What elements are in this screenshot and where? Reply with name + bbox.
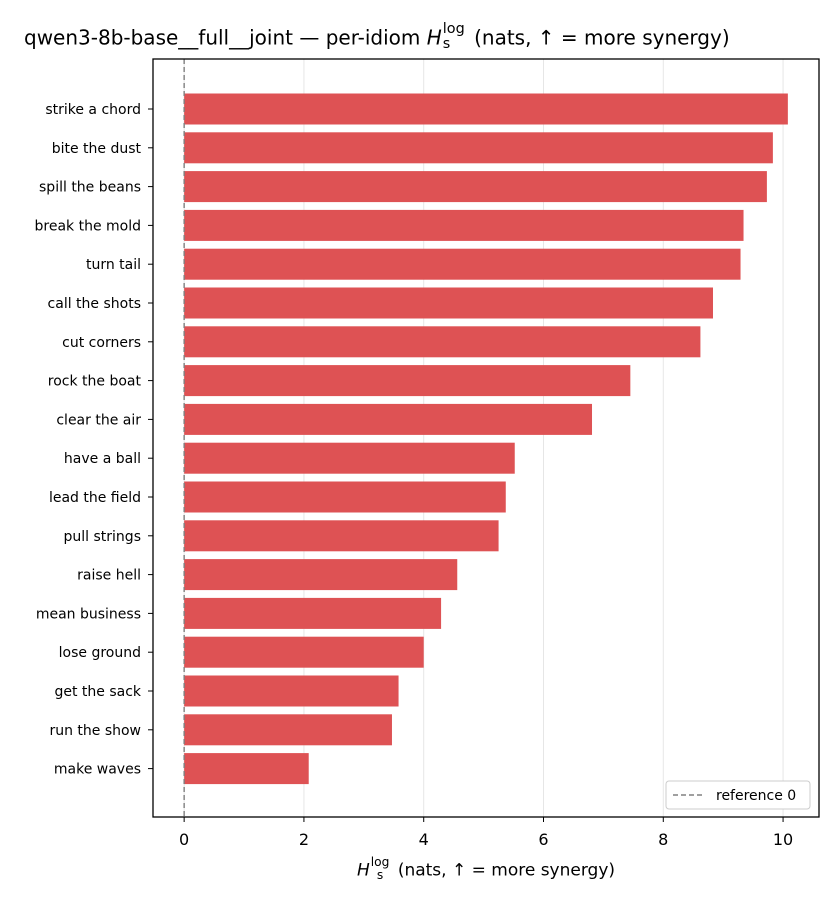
x-tick-label-1: 2 — [299, 830, 309, 849]
legend-label: reference 0 — [716, 788, 796, 804]
x-tick-label-2: 4 — [419, 830, 429, 849]
title-symbol: H — [426, 25, 442, 50]
bar-15 — [184, 675, 399, 707]
x-tick-label-4: 8 — [658, 830, 668, 849]
bar-6 — [184, 326, 701, 358]
legend-box — [665, 780, 811, 810]
xlabel-suffix: (nats, ↑ = more synergy) — [397, 860, 616, 881]
title-subscript: s — [442, 36, 451, 53]
bar-11 — [184, 520, 499, 552]
bar-7 — [184, 365, 631, 397]
title-sup-sub: log s — [443, 22, 465, 52]
y-tick-label-15: get the sack — [54, 684, 141, 700]
title-superscript: log — [442, 21, 465, 37]
y-tick-label-13: mean business — [36, 606, 141, 622]
y-tick-label-17: make waves — [54, 762, 141, 778]
title-prefix: qwen3-8b-base__full__joint — per-idiom — [24, 25, 421, 50]
bar-8 — [184, 403, 593, 435]
y-tick-label-16: run the show — [49, 723, 141, 739]
y-tick-label-9: have a ball — [64, 451, 141, 467]
bar-3 — [184, 209, 744, 241]
bar-12 — [184, 559, 458, 591]
x-tick-label-3: 6 — [538, 830, 548, 849]
bar-5 — [184, 287, 713, 319]
bar-10 — [184, 481, 506, 513]
y-tick-label-3: break the mold — [35, 218, 142, 234]
y-tick-label-7: rock the boat — [48, 374, 142, 390]
bar-4 — [184, 248, 741, 280]
xlabel-symbol: H — [356, 860, 370, 881]
bar-17 — [184, 753, 309, 785]
y-tick-label-12: raise hell — [77, 568, 141, 584]
xlabel-sup-sub: log s — [370, 855, 390, 883]
y-tick-label-14: lose ground — [59, 645, 141, 661]
bar-13 — [184, 597, 442, 629]
y-tick-label-6: cut corners — [62, 335, 141, 351]
bar-0 — [184, 93, 788, 125]
y-tick-label-5: call the shots — [48, 296, 141, 312]
bar-1 — [184, 132, 773, 164]
bar-16 — [184, 714, 392, 746]
x-tick-label-5: 10 — [773, 830, 793, 849]
xlabel-subscript: s — [376, 868, 384, 883]
plot-frame — [152, 58, 820, 818]
bar-14 — [184, 636, 424, 668]
title-suffix: (nats, ↑ = more synergy) — [474, 25, 730, 50]
bar-9 — [184, 442, 515, 474]
xlabel-superscript: log — [370, 855, 390, 869]
y-tick-label-0: strike a chord — [45, 102, 141, 118]
y-tick-label-2: spill the beans — [39, 180, 141, 196]
bar-2 — [184, 171, 767, 203]
chart-title: qwen3-8b-base__full__joint — per-idiom H… — [24, 22, 730, 54]
y-tick-label-8: clear the air — [56, 412, 141, 428]
y-tick-label-10: lead the field — [49, 490, 141, 506]
y-tick-label-11: pull strings — [64, 529, 141, 545]
x-tick-label-0: 0 — [179, 830, 189, 849]
y-tick-label-4: turn tail — [86, 257, 141, 273]
y-tick-label-1: bite the dust — [52, 141, 142, 157]
